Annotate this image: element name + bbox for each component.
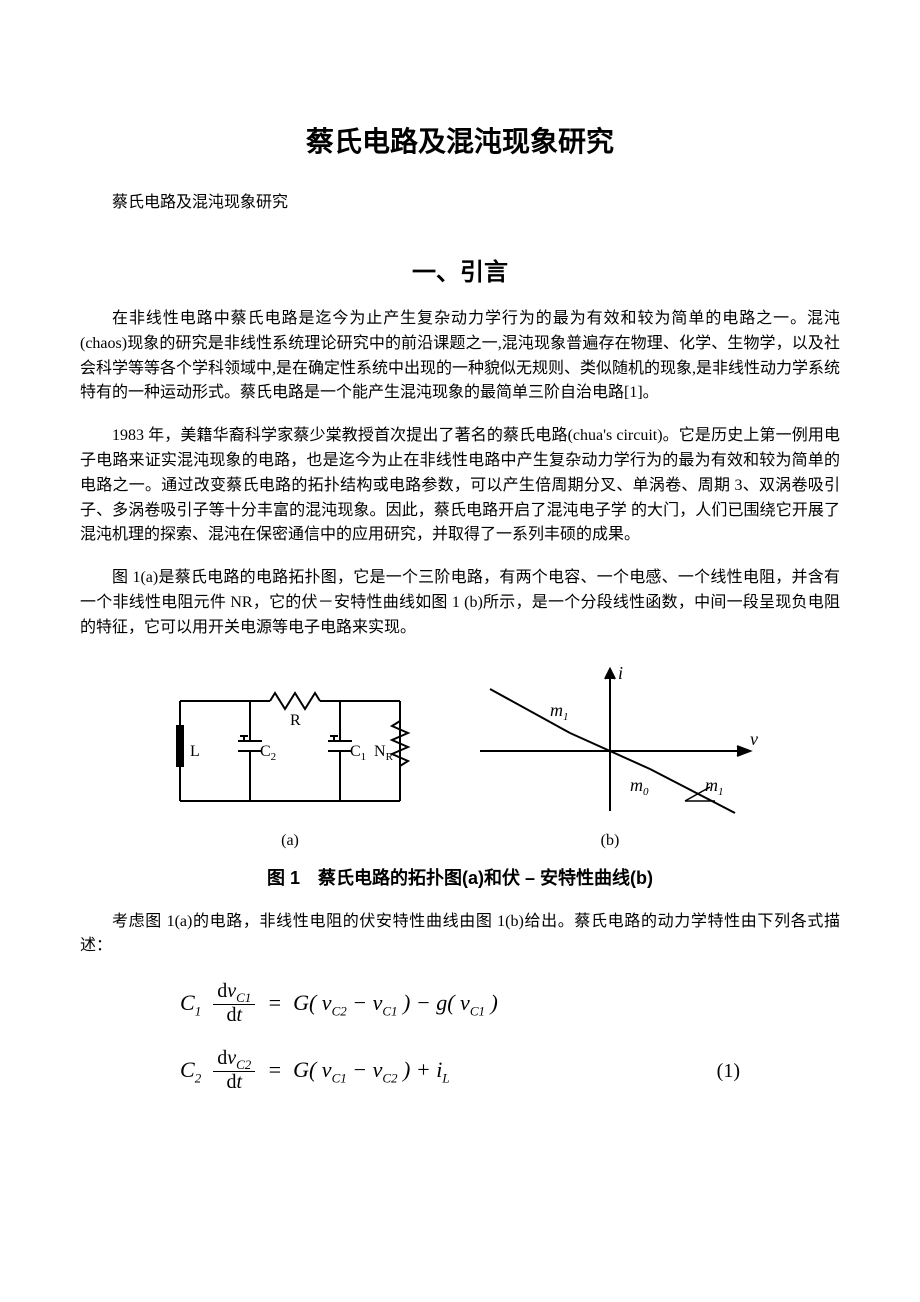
label-NR: NR: [374, 743, 394, 763]
figure-1-caption: 图 1 蔡氏电路的拓扑图(a)和伏 – 安特性曲线(b): [80, 864, 840, 890]
page: 蔡氏电路及混沌现象研究 蔡氏电路及混沌现象研究 一、引言 在非线性电路中蔡氏电路…: [0, 0, 920, 1181]
equations-block: C1 dvC1 dt = G( vC2 − vC1 ) − g( vC1 ) C…: [80, 977, 840, 1111]
label-C1: C1: [350, 743, 366, 763]
paragraph-2: 1983 年，美籍华裔科学家蔡少棠教授首次提出了著名的蔡氏电路(chua's c…: [80, 424, 840, 548]
doc-subtitle: 蔡氏电路及混沌现象研究: [80, 188, 840, 212]
equation-1: C1 dvC1 dt = G( vC2 − vC1 ) − g( vC1 ) C…: [180, 977, 740, 1111]
slope-label-m1-bot: m1: [705, 775, 724, 798]
equation-1-row-2: C2 dvC2 dt = G( vC1 − vC2 ) + iL: [180, 1044, 740, 1097]
label-L: L: [190, 743, 200, 760]
slope-label-m0: m0: [630, 775, 649, 798]
label-C2: C2: [260, 743, 276, 763]
paragraph-1: 在非线性电路中蔡氏电路是迄今为止产生复杂动力学行为的最为有效和较为简单的电路之一…: [80, 307, 840, 406]
slope-label-m1-top: m1: [550, 700, 569, 723]
paragraph-3: 图 1(a)是蔡氏电路的电路拓扑图，它是一个三阶电路，有两个电容、一个电感、一个…: [80, 566, 840, 640]
figure-1-row: R L C2 C1 NR (a): [80, 661, 840, 850]
label-R: R: [290, 712, 301, 729]
figure-1a-wrap: R L C2 C1 NR (a): [160, 681, 420, 850]
doc-title: 蔡氏电路及混沌现象研究: [80, 120, 840, 160]
figure-1a-label: (a): [160, 832, 420, 850]
figure-1: R L C2 C1 NR (a): [80, 661, 840, 890]
equation-1-row-1: C1 dvC1 dt = G( vC2 − vC1 ) − g( vC1 ): [180, 977, 740, 1030]
figure-1b-ivcurve: i v m1 m0 m1: [460, 661, 760, 821]
figure-1b-wrap: i v m1 m0 m1 (b): [460, 661, 760, 850]
section-heading-intro: 一、引言: [80, 252, 840, 287]
equation-number: (1): [717, 1047, 740, 1095]
figure-1a-circuit: R L C2 C1 NR: [160, 681, 420, 821]
axis-label-i: i: [618, 663, 623, 683]
paragraph-4: 考虑图 1(a)的电路，非线性电阻的伏安特性曲线由图 1(b)给出。蔡氏电路的动…: [80, 910, 840, 960]
axis-label-v: v: [750, 729, 758, 749]
figure-1b-label: (b): [460, 832, 760, 850]
